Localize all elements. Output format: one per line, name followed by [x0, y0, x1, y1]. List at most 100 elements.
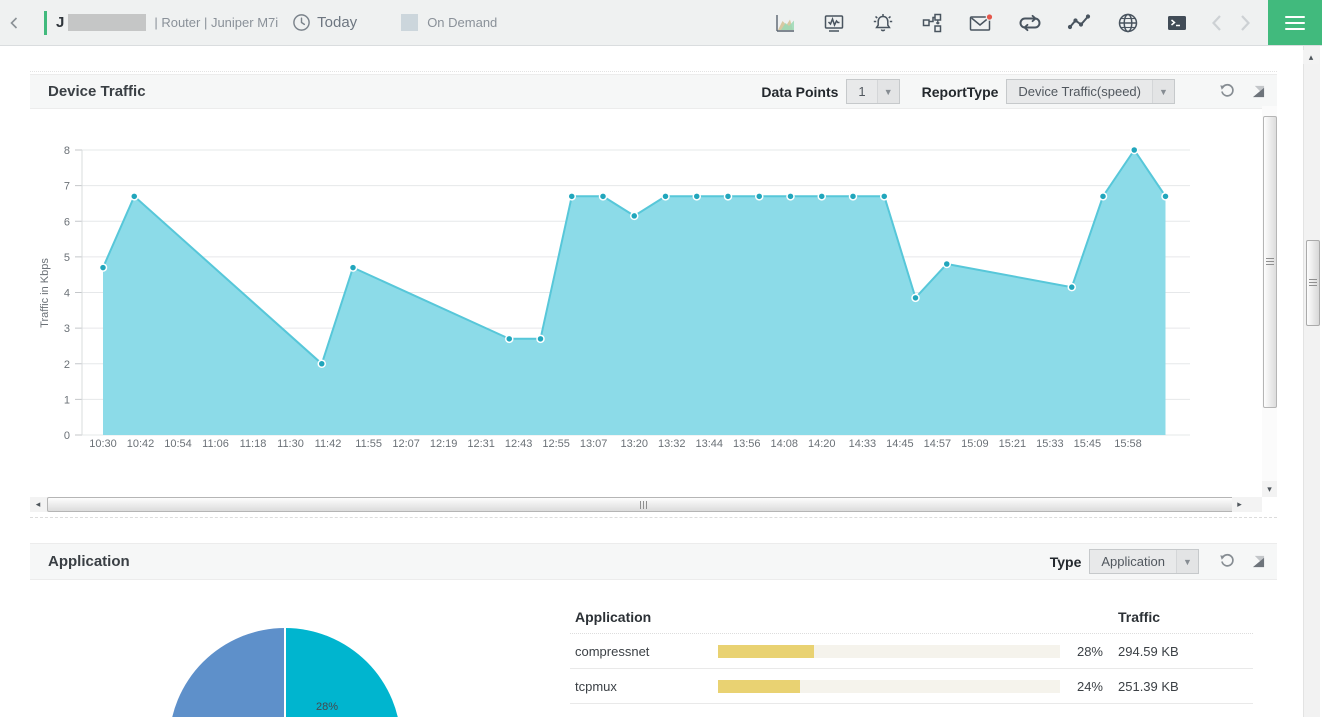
- type-value: Application: [1101, 554, 1165, 569]
- type-label: Type: [1049, 553, 1082, 570]
- report-type-value: Device Traffic(speed): [1018, 84, 1141, 99]
- device-name: J: [56, 14, 65, 31]
- svg-text:11:18: 11:18: [240, 438, 267, 450]
- data-points-dropdown[interactable]: 1 ▼: [846, 79, 900, 104]
- device-monitor-icon[interactable]: [821, 10, 847, 36]
- svg-text:13:20: 13:20: [620, 438, 648, 450]
- refresh-icon: [1220, 553, 1234, 567]
- device-meta: | Router | Juniper M7i: [154, 15, 279, 30]
- report-type-label: ReportType: [921, 83, 999, 100]
- svg-text:13:44: 13:44: [695, 438, 723, 450]
- application-name: tcpmux: [575, 678, 617, 694]
- performance-chart-icon[interactable]: [772, 10, 798, 36]
- pager-prev-icon[interactable]: [1208, 13, 1226, 33]
- svg-text:15:45: 15:45: [1074, 438, 1102, 450]
- type-dropdown[interactable]: Application ▼: [1089, 549, 1199, 574]
- report-type-dropdown[interactable]: Device Traffic(speed) ▼: [1006, 79, 1175, 104]
- device-traffic-header: Device Traffic Data Points 1 ▼ ReportTyp…: [30, 74, 1277, 109]
- svg-text:15:33: 15:33: [1036, 438, 1064, 450]
- chart-hscroll-left-arrow[interactable]: ◂: [30, 497, 46, 512]
- svg-text:12:07: 12:07: [392, 438, 420, 450]
- svg-text:2: 2: [64, 359, 70, 371]
- svg-text:14:57: 14:57: [924, 438, 952, 450]
- application-table: Application Traffic compressnet 28% 294.…: [570, 600, 1253, 704]
- mode-swatch: [401, 14, 419, 31]
- table-row: tcpmux 24% 251.39 KB: [570, 669, 1253, 704]
- chart-vscroll-down-arrow[interactable]: ▾: [1262, 481, 1277, 497]
- pie-slice-right: [285, 628, 398, 717]
- svg-text:4: 4: [64, 288, 70, 300]
- svg-text:0: 0: [64, 430, 70, 442]
- chart-hscroll-right-arrow[interactable]: ▸: [1232, 497, 1247, 512]
- svg-text:15:21: 15:21: [999, 438, 1027, 450]
- application-header: Application Type Application ▼: [30, 543, 1277, 580]
- page-vertical-scrollbar: [1303, 46, 1320, 717]
- collapse-icon: [1252, 555, 1265, 568]
- svg-text:12:43: 12:43: [505, 438, 533, 450]
- svg-text:5: 5: [64, 252, 70, 264]
- svg-text:8: 8: [64, 145, 70, 157]
- collapse-widget-button[interactable]: [1252, 555, 1265, 568]
- svg-text:12:19: 12:19: [430, 438, 458, 450]
- divider: [30, 71, 1277, 72]
- data-points-value: 1: [858, 84, 866, 99]
- mode-control: On Demand: [401, 14, 497, 31]
- chart-vscroll-thumb[interactable]: [1263, 116, 1277, 408]
- nav-pager: [1208, 13, 1254, 33]
- svg-text:10:42: 10:42: [127, 438, 155, 450]
- traffic-value: 251.39 KB: [1118, 678, 1179, 694]
- svg-text:1: 1: [64, 394, 70, 406]
- traffic-percent: 28%: [1076, 643, 1103, 659]
- chart-vertical-scrollbar: [1262, 106, 1277, 481]
- svg-text:11:55: 11:55: [355, 438, 382, 450]
- col-header-application: Application: [575, 608, 652, 625]
- svg-text:11:30: 11:30: [277, 438, 304, 450]
- topology-icon[interactable]: [919, 10, 945, 36]
- svg-text:10:30: 10:30: [89, 438, 117, 450]
- svg-text:3: 3: [64, 323, 70, 335]
- svg-text:Traffic in Kbps: Traffic in Kbps: [39, 258, 51, 328]
- application-title: Application: [48, 553, 130, 570]
- pie-slice-label: 28%: [316, 701, 339, 713]
- chart-hscroll-thumb[interactable]: [47, 497, 1242, 512]
- traffic-bar: [718, 644, 814, 658]
- device-traffic-chart: 0 1 2 3 4 5 6 7 8 10:30 10:42 10:54 11:06 11:18 11:30 1…: [39, 145, 1190, 450]
- chevron-down-icon: ▼: [1176, 550, 1198, 573]
- web-globe-icon[interactable]: [1115, 10, 1141, 36]
- time-range-control[interactable]: Today: [292, 13, 357, 32]
- page-vscroll-thumb[interactable]: [1305, 240, 1320, 326]
- svg-text:13:07: 13:07: [580, 438, 608, 450]
- svg-text:11:06: 11:06: [202, 438, 229, 450]
- pager-next-icon[interactable]: [1236, 13, 1254, 33]
- collapse-icon: [1252, 85, 1265, 98]
- traffic-bar-track: [718, 679, 1060, 693]
- svg-text:12:55: 12:55: [542, 438, 570, 450]
- page-vscroll-up-arrow[interactable]: ▴: [1303, 50, 1319, 64]
- clock-icon: [293, 14, 310, 31]
- nav-toolbar: [772, 10, 1190, 36]
- chart-horizontal-scrollbar: ◂: [30, 497, 1262, 512]
- table-header-row: Application Traffic: [570, 600, 1253, 634]
- menu-button[interactable]: [1268, 0, 1322, 45]
- svg-text:15:58: 15:58: [1114, 438, 1142, 450]
- svg-text:14:20: 14:20: [808, 438, 836, 450]
- collapse-widget-button[interactable]: [1252, 85, 1265, 98]
- device-traffic-title: Device Traffic: [48, 83, 146, 100]
- workflow-loop-icon[interactable]: [1017, 10, 1043, 36]
- mail-alert-dot: [985, 12, 994, 21]
- svg-text:6: 6: [64, 216, 70, 228]
- svg-text:14:33: 14:33: [849, 438, 877, 450]
- alarms-bell-icon[interactable]: [870, 10, 896, 36]
- refresh-button[interactable]: [1219, 553, 1236, 570]
- svg-text:13:56: 13:56: [733, 438, 761, 450]
- trend-line-icon[interactable]: [1066, 10, 1092, 36]
- svg-text:15:09: 15:09: [961, 438, 989, 450]
- terminal-icon[interactable]: [1164, 10, 1190, 36]
- device-status-bar: [44, 10, 47, 35]
- refresh-button[interactable]: [1219, 83, 1236, 100]
- mail-icon[interactable]: [968, 10, 994, 36]
- traffic-bar: [718, 679, 801, 693]
- back-button[interactable]: [8, 16, 20, 30]
- svg-text:13:32: 13:32: [658, 438, 686, 450]
- col-header-traffic: Traffic: [1118, 608, 1161, 625]
